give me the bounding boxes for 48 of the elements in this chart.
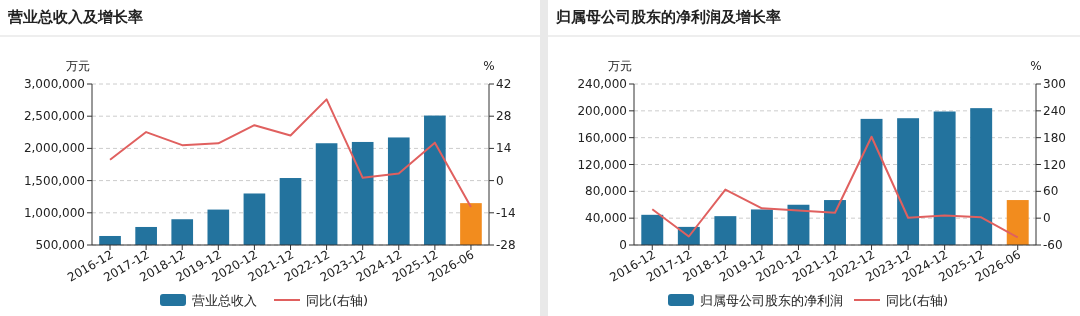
y-tick-label: 240,000 [577,77,627,91]
y2-tick-label: 0 [1043,211,1051,226]
y-tick-label: 1,000,000 [23,205,85,220]
y2-tick-label: 60 [1043,184,1059,199]
y-tick-label: 2,500,000 [23,109,85,124]
y2-tick-label: 240 [1043,103,1066,118]
chart-title: 归属母公司股东的净利润及增长率 [555,8,781,26]
line-series [651,135,1019,239]
y-tick-label: 120,000 [577,157,627,172]
y2-axis-title: % [483,59,495,73]
y-tick-label: 2,000,000 [23,141,85,156]
chart-title: 营业总收入及增长率 [7,8,143,26]
y-tick-label: 160,000 [577,130,627,145]
bar [933,111,956,245]
y2-tick-label: -28 [496,238,516,252]
y2-tick-label: 180 [1043,130,1066,145]
bar [750,209,773,245]
legend-label: 营业总收入 [192,293,257,308]
bar [787,204,810,245]
y2-tick-label: 120 [1043,157,1066,172]
y2-tick-label: -14 [496,205,516,220]
y2-tick-label: 14 [496,141,512,156]
y-tick-label: 1,500,000 [23,173,85,188]
y2-tick-label: 42 [496,77,512,91]
bar [970,108,993,245]
bar [641,214,664,245]
legend-label: 归属母公司股东的净利润 [700,293,843,308]
y-tick-label: 80,000 [585,184,627,199]
bar [714,216,737,245]
y-axis-title: 万元 [608,59,632,73]
y-axis-title: 万元 [66,59,90,73]
y-tick-label: 200,000 [577,103,627,118]
y-tick-label: 40,000 [585,211,627,226]
bar [897,118,920,245]
y-tick-label: 500,000 [35,238,85,252]
y2-tick-label: 28 [496,109,512,124]
y-tick-label: 0 [619,238,627,252]
bar [824,200,846,245]
y2-tick-label: 300 [1043,77,1066,91]
y2-tick-label: -60 [1043,238,1063,252]
bar [1006,200,1029,245]
legend-label: 同比(右轴) [886,293,949,308]
bar [860,118,883,245]
y2-tick-label: 0 [496,173,504,188]
y-tick-label: 3,000,000 [23,77,85,91]
line-series [109,98,472,209]
legend-label: 同比(右轴) [306,293,369,308]
y2-axis-title: % [1030,59,1042,73]
